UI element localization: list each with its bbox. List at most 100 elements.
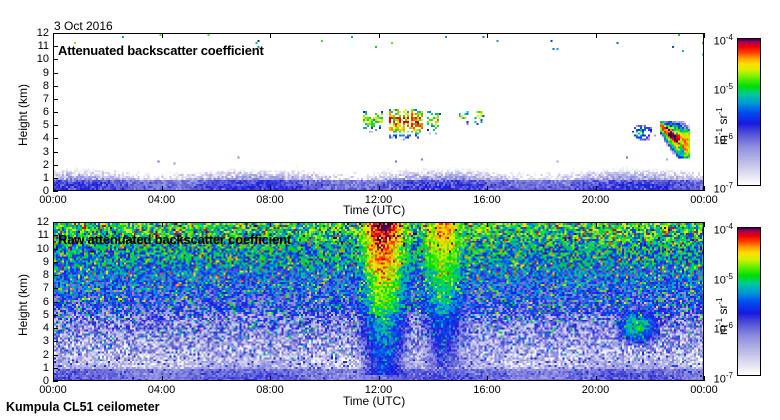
- x-tick-label: 08:00: [256, 384, 284, 396]
- y-tick-label: 7: [42, 92, 49, 105]
- panel-title-attenuated: Attenuated backscatter coefficient: [58, 43, 264, 58]
- y-tick-mark: [53, 112, 58, 113]
- x-tick-mark: [161, 33, 163, 38]
- y-tick-label: 7: [42, 282, 49, 295]
- y-tick-mark: [53, 46, 58, 48]
- colorbar-tick-label: 10-5: [713, 271, 733, 287]
- x-tick-label: 16:00: [473, 384, 501, 396]
- y-tick-label: 11: [37, 229, 49, 242]
- colorbar-label-top: m-1 sr-1: [715, 107, 730, 145]
- y-tick-label: 8: [42, 79, 49, 92]
- y-tick-mark: [53, 354, 58, 356]
- y-tick-mark: [53, 381, 58, 382]
- x-tick-mark: [270, 33, 271, 38]
- y-tick-mark: [53, 235, 58, 237]
- y-tick-mark: [53, 177, 58, 179]
- x-tick-mark: [378, 376, 380, 381]
- x-tick-mark: [270, 222, 271, 227]
- y-tick-label: 6: [42, 295, 49, 308]
- y-tick-label: 4: [42, 322, 49, 334]
- date-label: 3 Oct 2016: [54, 19, 113, 33]
- x-tick-label: 00:00: [39, 384, 67, 396]
- colorbar-tick-label: 10-5: [713, 82, 733, 97]
- colorbar-label-bottom: m-1 sr-1: [715, 297, 730, 335]
- y-tick-label: 5: [42, 119, 49, 132]
- y-tick-label: 10: [36, 53, 49, 66]
- x-tick-mark: [270, 376, 271, 381]
- x-tick-mark: [704, 222, 705, 227]
- x-tick-label: 00:00: [690, 194, 718, 206]
- y-tick-mark: [53, 275, 58, 276]
- y-tick-mark: [53, 151, 58, 153]
- colorbar-tick-label: 10-7: [713, 181, 733, 196]
- y-tick-mark: [53, 191, 58, 192]
- y-tick-mark: [53, 314, 58, 316]
- colorbar-tick-label: 10-4: [713, 222, 733, 237]
- x-axis-label-bottom: Time (UTC): [343, 394, 406, 408]
- colorbar-bottom: [737, 227, 761, 376]
- y-tick-mark: [53, 85, 58, 87]
- x-tick-label: 04:00: [147, 194, 176, 206]
- panel-title-raw: Raw attenuated backscatter coefficient: [58, 232, 291, 247]
- x-tick-mark: [487, 33, 488, 38]
- x-tick-mark: [595, 186, 597, 191]
- y-tick-mark: [53, 288, 58, 290]
- x-tick-mark: [595, 376, 597, 381]
- x-tick-mark: [53, 376, 54, 381]
- y-tick-label: 1: [42, 361, 49, 374]
- y-tick-label: 1: [42, 171, 49, 184]
- x-tick-mark: [378, 222, 380, 227]
- x-tick-mark: [487, 186, 488, 191]
- y-tick-mark: [53, 59, 58, 61]
- x-tick-label: 00:00: [39, 194, 67, 206]
- y-tick-mark: [53, 33, 58, 34]
- y-tick-mark: [53, 98, 58, 100]
- y-tick-label: 0: [42, 375, 49, 387]
- y-tick-mark: [53, 341, 58, 343]
- x-tick-label: 08:00: [256, 194, 284, 206]
- plot-attenuated-backscatter: [53, 33, 704, 191]
- y-tick-label: 3: [42, 145, 49, 158]
- y-tick-label: 2: [42, 158, 49, 171]
- x-tick-label: 20:00: [581, 194, 610, 206]
- y-tick-mark: [53, 72, 58, 74]
- colorbar-tick-label: 10-7: [713, 371, 733, 386]
- x-tick-mark: [161, 222, 163, 227]
- x-tick-label: 12:00: [364, 384, 393, 396]
- colorbar-tick-label: 10-6: [713, 321, 733, 336]
- x-tick-mark: [53, 33, 54, 38]
- x-tick-mark: [378, 33, 380, 38]
- x-tick-mark: [161, 186, 163, 191]
- x-tick-label: 16:00: [473, 194, 501, 206]
- y-tick-mark: [53, 222, 58, 223]
- y-tick-label: 5: [42, 308, 49, 321]
- instrument-footer: Kumpula CL51 ceilometer: [6, 400, 160, 414]
- x-tick-label: 20:00: [581, 384, 610, 396]
- y-tick-label: 11: [37, 40, 49, 53]
- x-tick-mark: [704, 376, 705, 381]
- y-tick-label: 12: [36, 27, 49, 39]
- y-tick-mark: [53, 248, 58, 250]
- y-tick-label: 9: [42, 66, 49, 79]
- y-tick-mark: [53, 138, 58, 140]
- y-tick-label: 9: [42, 255, 49, 268]
- y-tick-mark: [53, 125, 58, 127]
- x-tick-mark: [53, 222, 54, 227]
- x-tick-mark: [270, 186, 271, 191]
- colorbar-tick-label: 10-6: [713, 131, 733, 147]
- x-tick-mark: [487, 222, 488, 227]
- x-tick-mark: [704, 186, 705, 191]
- y-tick-mark: [53, 261, 58, 263]
- colorbar-tick-label: 10-4: [713, 33, 733, 48]
- x-tick-mark: [378, 186, 380, 191]
- x-tick-mark: [53, 186, 54, 191]
- y-tick-label: 4: [42, 132, 49, 145]
- y-tick-label: 8: [42, 269, 49, 281]
- y-tick-mark: [53, 328, 58, 329]
- y-tick-label: 3: [42, 335, 49, 348]
- x-tick-mark: [487, 376, 488, 381]
- y-tick-mark: [53, 301, 58, 303]
- x-tick-mark: [161, 376, 163, 381]
- x-tick-label: 04:00: [147, 384, 176, 396]
- y-tick-label: 12: [36, 216, 49, 228]
